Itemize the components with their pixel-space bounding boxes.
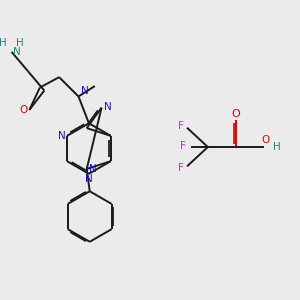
- Text: O: O: [262, 136, 270, 146]
- Text: N: N: [13, 47, 21, 57]
- Text: H: H: [273, 142, 281, 152]
- Text: F: F: [180, 141, 186, 152]
- Text: F: F: [178, 121, 183, 131]
- Text: H: H: [16, 38, 24, 48]
- Text: O: O: [232, 109, 240, 119]
- Text: H: H: [0, 38, 7, 48]
- Text: O: O: [20, 105, 28, 115]
- Text: N: N: [89, 164, 97, 174]
- Text: N: N: [104, 102, 111, 112]
- Text: N: N: [81, 86, 89, 96]
- Text: F: F: [178, 163, 183, 173]
- Text: N: N: [85, 174, 93, 184]
- Text: N: N: [58, 131, 66, 141]
